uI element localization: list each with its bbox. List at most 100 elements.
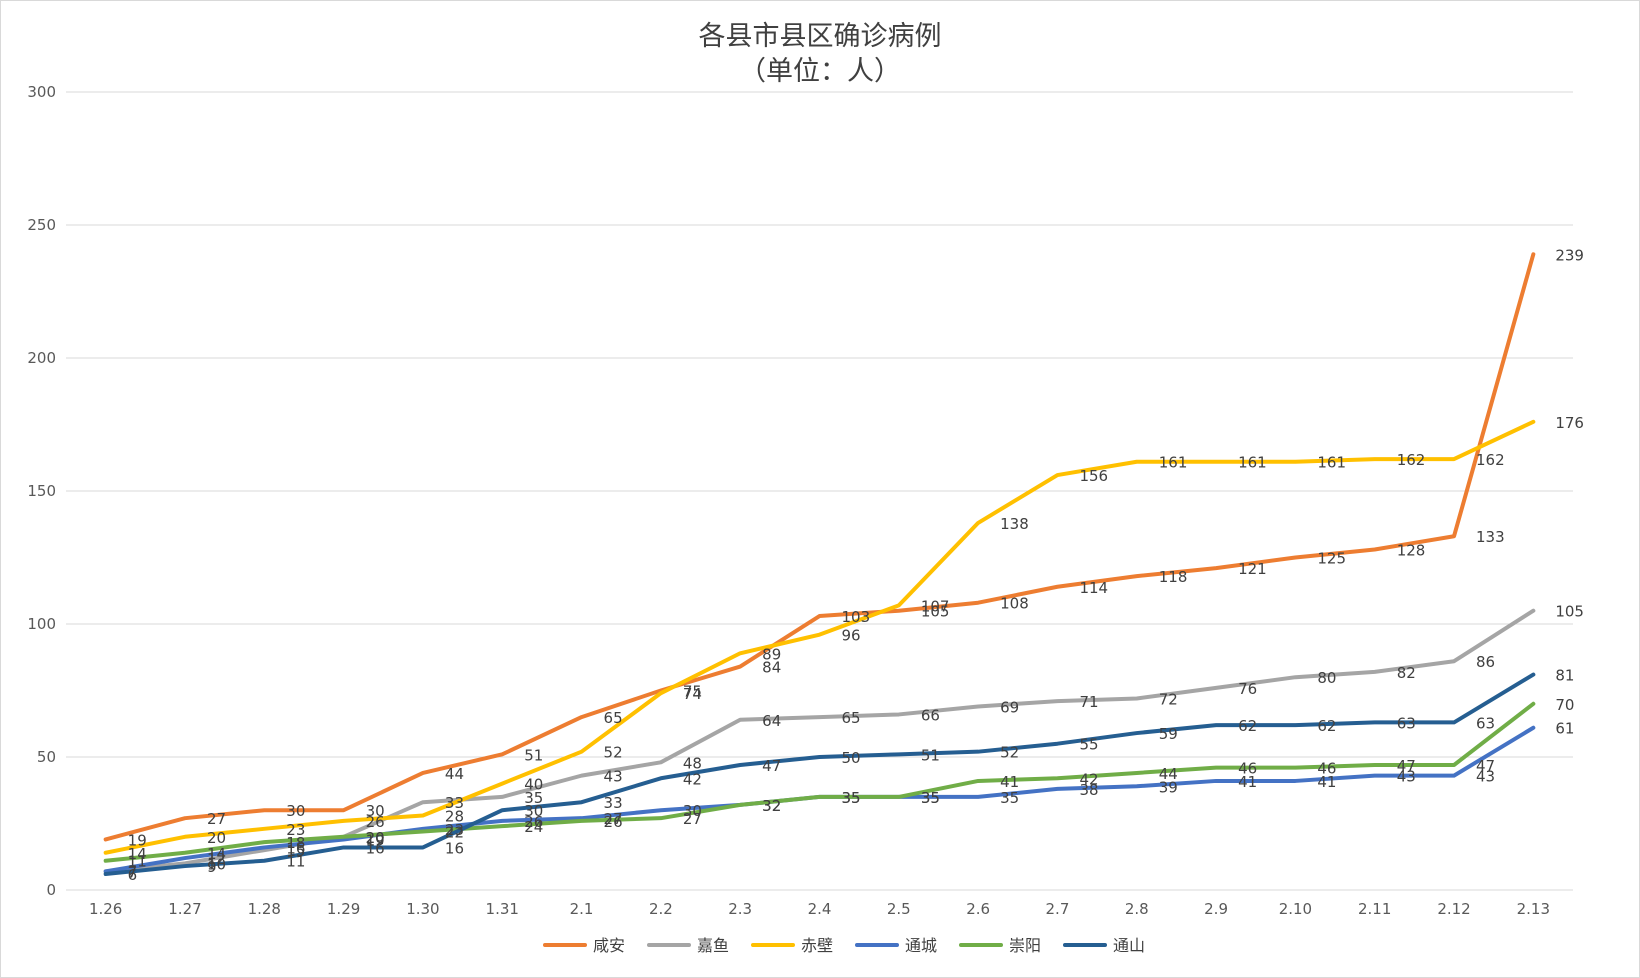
data-label-嘉鱼: 69: [1000, 698, 1019, 716]
data-label-通城: 61: [1555, 720, 1574, 738]
data-label-咸安: 239: [1555, 246, 1584, 264]
legend-label-赤壁: 赤壁: [801, 936, 833, 955]
data-label-通城: 35: [842, 789, 861, 807]
data-label-咸安: 51: [524, 746, 543, 764]
series-line-赤壁: [103, 419, 1536, 855]
data-label-咸安: 114: [1079, 579, 1108, 597]
data-label-通山: 42: [683, 770, 702, 788]
data-label-通城: 43: [1397, 768, 1416, 786]
data-label-赤壁: 156: [1079, 467, 1108, 485]
data-label-赤壁: 138: [1000, 515, 1029, 533]
y-tick-label: 100: [27, 615, 56, 633]
x-tick-label: 1.27: [168, 900, 201, 918]
data-label-崇阳: 42: [1079, 770, 1098, 788]
x-tick-label: 2.11: [1358, 900, 1391, 918]
data-label-嘉鱼: 80: [1317, 669, 1336, 687]
chart-subtitle: （单位：人）: [739, 56, 901, 87]
x-tick-label: 2.7: [1046, 900, 1070, 918]
data-label-嘉鱼: 35: [524, 789, 543, 807]
data-label-通城: 35: [1000, 789, 1019, 807]
data-label-崇阳: 46: [1238, 760, 1257, 778]
legend-label-通山: 通山: [1113, 936, 1145, 955]
data-label-通城: 41: [1238, 773, 1257, 791]
data-label-赤壁: 107: [921, 597, 950, 615]
x-tick-label: 2.3: [728, 900, 752, 918]
series-lines: [103, 252, 1536, 877]
legend-label-咸安: 咸安: [593, 936, 625, 955]
y-tick-label: 250: [27, 216, 56, 234]
data-label-通城: 12: [207, 850, 226, 868]
data-label-通城: 32: [762, 797, 781, 815]
x-tick-label: 1.29: [327, 900, 360, 918]
data-label-嘉鱼: 65: [842, 709, 861, 727]
data-label-通山: 16: [366, 839, 385, 857]
data-label-咸安: 30: [286, 802, 305, 820]
data-label-咸安: 103: [842, 608, 871, 626]
x-tick-label: 2.6: [966, 900, 990, 918]
data-label-通山: 16: [445, 839, 464, 857]
data-label-通山: 81: [1555, 667, 1574, 685]
data-label-赤壁: 52: [604, 744, 623, 762]
data-label-咸安: 30: [366, 802, 385, 820]
x-tick-label: 2.13: [1517, 900, 1550, 918]
data-label-通山: 59: [1159, 725, 1178, 743]
data-label-通山: 62: [1238, 717, 1257, 735]
data-label-赤壁: 74: [683, 685, 702, 703]
y-tick-label: 50: [37, 748, 56, 766]
data-label-通山: 11: [286, 853, 305, 871]
data-label-通山: 33: [604, 794, 623, 812]
data-label-崇阳: 27: [683, 810, 702, 828]
data-label-嘉鱼: 48: [683, 754, 702, 772]
data-label-赤壁: 89: [762, 645, 781, 663]
data-label-通城: 38: [1079, 781, 1098, 799]
data-label-嘉鱼: 66: [921, 706, 940, 724]
data-label-嘉鱼: 7: [128, 863, 138, 881]
data-label-通城: 23: [445, 821, 464, 839]
data-label-崇阳: 41: [1000, 773, 1019, 791]
data-label-崇阳: 26: [604, 813, 623, 831]
data-label-咸安: 27: [207, 810, 226, 828]
data-label-咸安: 44: [445, 765, 464, 783]
x-tick-label: 2.2: [649, 900, 673, 918]
data-label-通山: 6: [128, 866, 138, 884]
data-label-嘉鱼: 43: [604, 768, 623, 786]
data-label-崇阳: 35: [842, 789, 861, 807]
legend-label-嘉鱼: 嘉鱼: [697, 936, 729, 955]
data-label-通山: 52: [1000, 744, 1019, 762]
data-label-崇阳: 44: [1159, 765, 1178, 783]
data-label-嘉鱼: 20: [366, 829, 385, 847]
data-label-赤壁: 162: [1476, 451, 1505, 469]
data-label-嘉鱼: 105: [1555, 603, 1584, 621]
data-label-通城: 19: [366, 831, 385, 849]
data-label-咸安: 118: [1159, 568, 1188, 586]
data-label-赤壁: 161: [1159, 454, 1188, 472]
data-label-嘉鱼: 72: [1159, 690, 1178, 708]
data-label-嘉鱼: 10: [207, 855, 226, 873]
data-label-嘉鱼: 76: [1238, 680, 1257, 698]
data-label-赤壁: 28: [445, 808, 464, 826]
data-label-通城: 30: [683, 802, 702, 820]
series-line-通山: [103, 672, 1536, 877]
data-label-嘉鱼: 71: [1079, 693, 1098, 711]
data-label-咸安: 133: [1476, 528, 1505, 546]
data-label-通城: 16: [286, 839, 305, 857]
data-label-通山: 62: [1317, 717, 1336, 735]
y-axis: 0 50 100 150 200 250 300: [27, 83, 56, 899]
data-label-通山: 63: [1476, 714, 1495, 732]
data-label-通城: 26: [524, 813, 543, 831]
data-label-通城: 27: [604, 810, 623, 828]
data-label-崇阳: 18: [286, 834, 305, 852]
x-tick-label: 1.26: [89, 900, 122, 918]
x-tick-label: 2.12: [1437, 900, 1470, 918]
data-label-嘉鱼: 33: [445, 794, 464, 812]
data-label-赤壁: 96: [842, 627, 861, 645]
data-label-赤壁: 161: [1317, 454, 1346, 472]
data-label-赤壁: 40: [524, 776, 543, 794]
data-label-赤壁: 14: [128, 845, 147, 863]
data-label-咸安: 108: [1000, 595, 1029, 613]
data-label-赤壁: 26: [366, 813, 385, 831]
data-label-赤壁: 20: [207, 829, 226, 847]
